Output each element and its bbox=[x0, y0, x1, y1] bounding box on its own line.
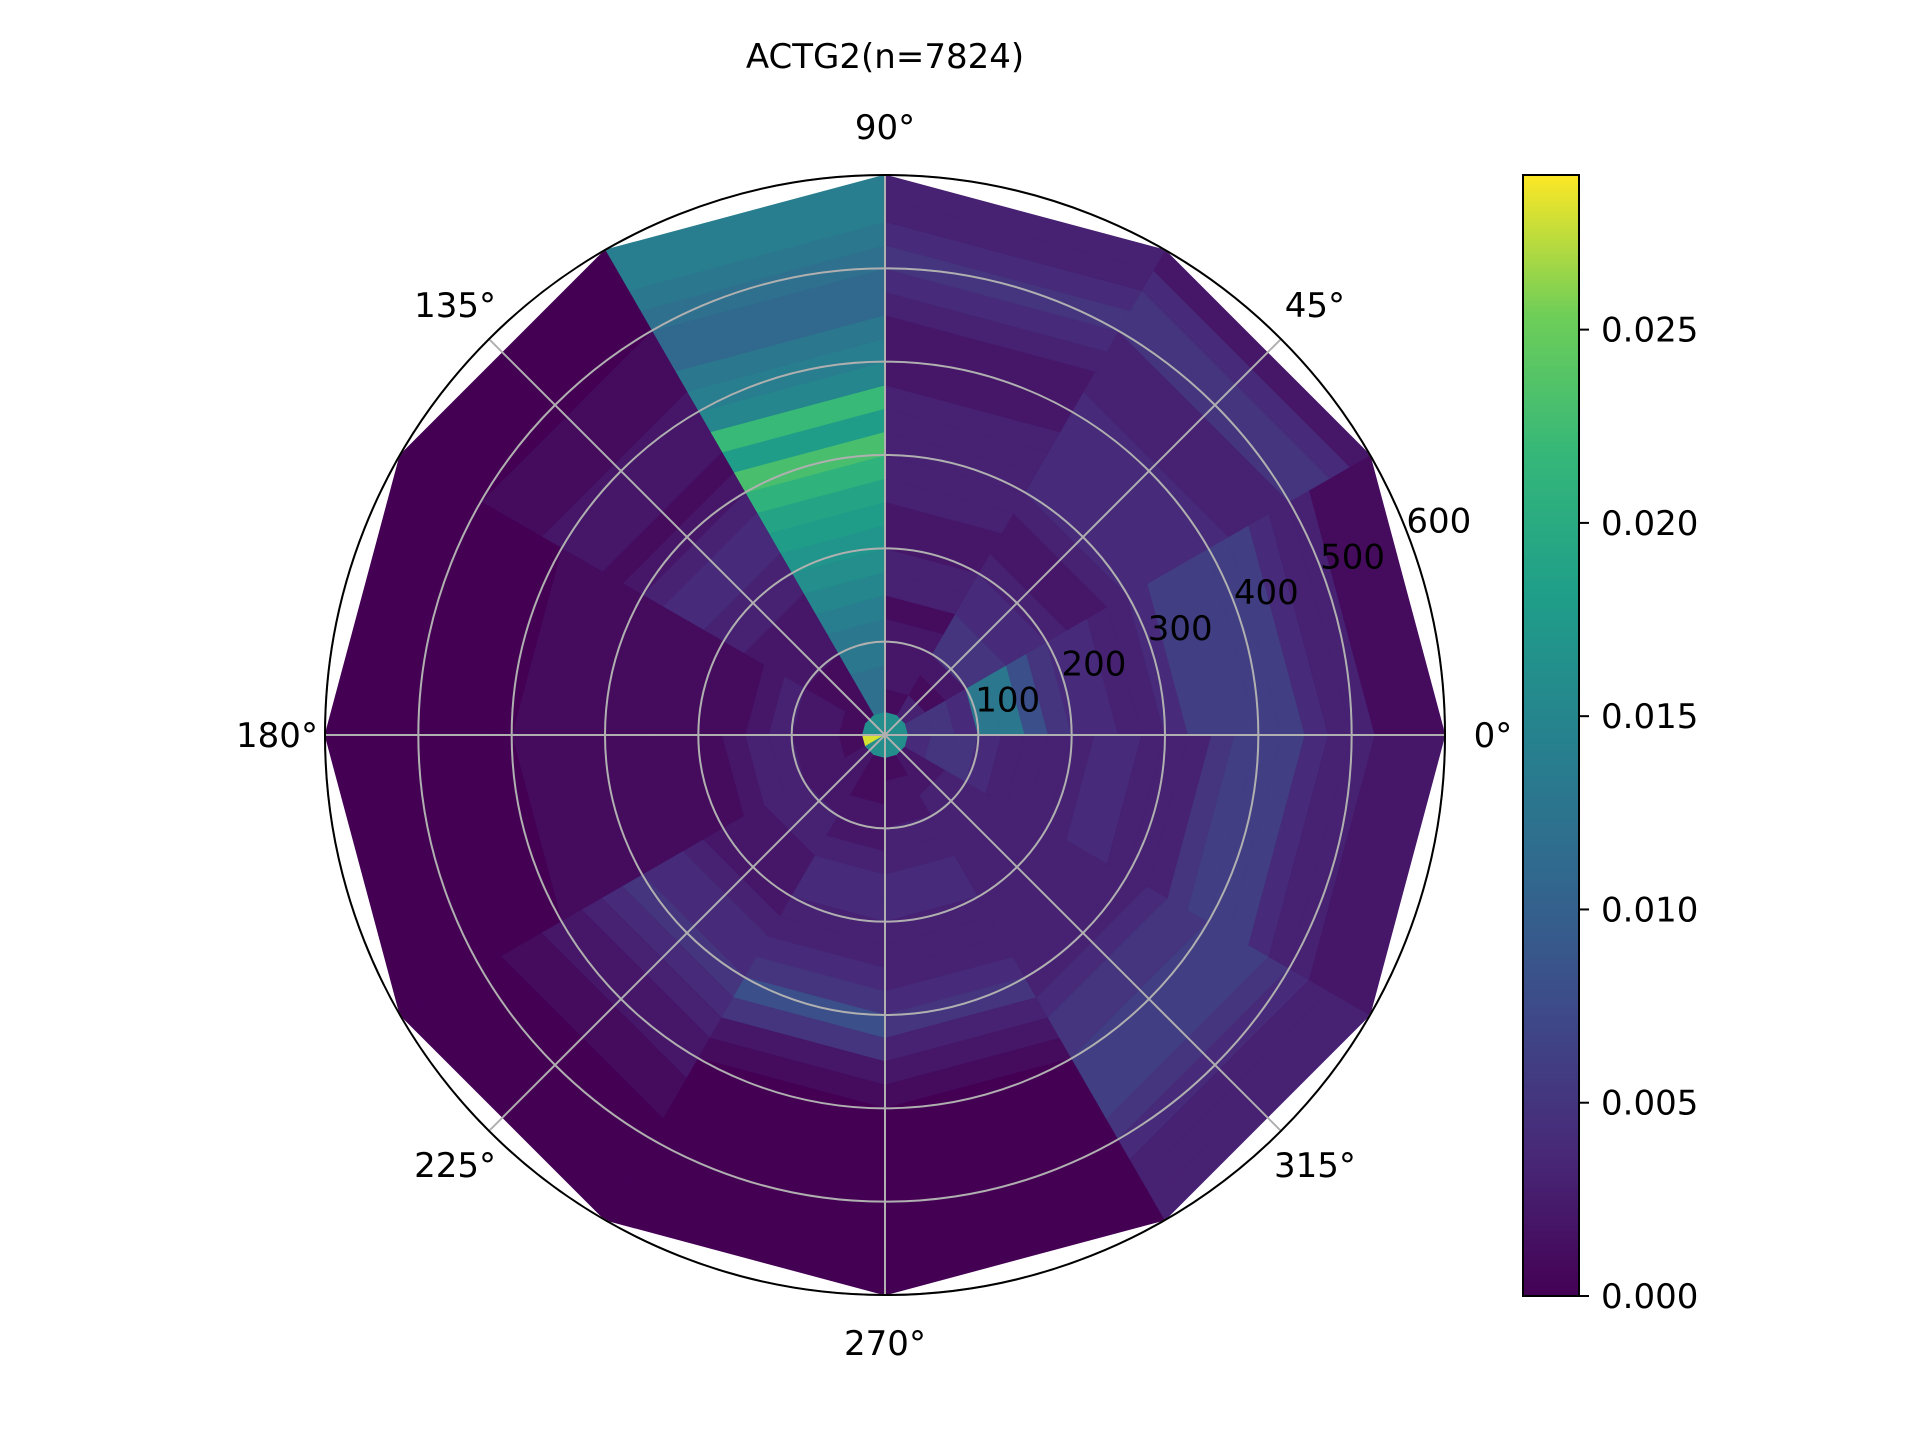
angle-tick-label: 225° bbox=[414, 1146, 496, 1186]
colorbar: 0.000 0.005 0.010 0.015 0.020 0.025 bbox=[1522, 174, 1698, 1317]
colorbar-gradient bbox=[1522, 174, 1580, 1297]
angle-tick-label: 135° bbox=[414, 286, 496, 326]
angle-tick-label: 180° bbox=[236, 716, 318, 756]
angle-tick-label: 315° bbox=[1274, 1146, 1356, 1186]
heatmap-cell bbox=[604, 1199, 886, 1295]
colorbar-tick-label: 0.005 bbox=[1601, 1084, 1698, 1124]
angle-tick-labels: 0° 45° 90° 135° 180° 225° 270° 315° bbox=[236, 108, 1512, 1364]
angle-tick-label: 90° bbox=[855, 108, 915, 148]
radial-tick-label: 600 bbox=[1406, 502, 1471, 542]
radial-tick-label: 500 bbox=[1320, 537, 1385, 577]
heatmap-cell bbox=[1349, 734, 1445, 1016]
angle-tick-label: 270° bbox=[844, 1324, 926, 1364]
radial-tick-label: 100 bbox=[975, 680, 1040, 720]
colorbar-tick-label: 0.025 bbox=[1601, 311, 1698, 351]
heatmap-cells bbox=[325, 175, 1445, 1295]
angle-tick-label: 45° bbox=[1285, 286, 1345, 326]
polar-grid bbox=[324, 174, 1446, 1296]
radial-tick-label: 300 bbox=[1148, 609, 1213, 649]
angle-tick-label: 0° bbox=[1474, 716, 1513, 756]
radial-tick-labels: 100 200 300 400 500 600 bbox=[975, 502, 1471, 721]
heatmap-cell bbox=[325, 454, 421, 736]
colorbar-tick-label: 0.020 bbox=[1601, 504, 1698, 544]
colorbar-tick-label: 0.000 bbox=[1601, 1277, 1698, 1317]
angular-gridline bbox=[488, 734, 886, 1132]
colorbar-tick-label: 0.010 bbox=[1601, 890, 1698, 930]
angular-gridline bbox=[488, 338, 886, 736]
chart-title: ACTG2(n=7824) bbox=[746, 37, 1024, 77]
colorbar-tick-label: 0.015 bbox=[1601, 697, 1698, 737]
radial-tick-label: 400 bbox=[1234, 573, 1299, 613]
polar-frame bbox=[324, 174, 1446, 1296]
angular-gridline bbox=[884, 338, 1282, 736]
angular-gridline bbox=[884, 734, 1282, 1132]
heatmap-cell bbox=[884, 175, 1166, 271]
radial-tick-label: 200 bbox=[1061, 645, 1126, 685]
colorbar-ticks: 0.000 0.005 0.010 0.015 0.020 0.025 bbox=[1579, 311, 1698, 1317]
